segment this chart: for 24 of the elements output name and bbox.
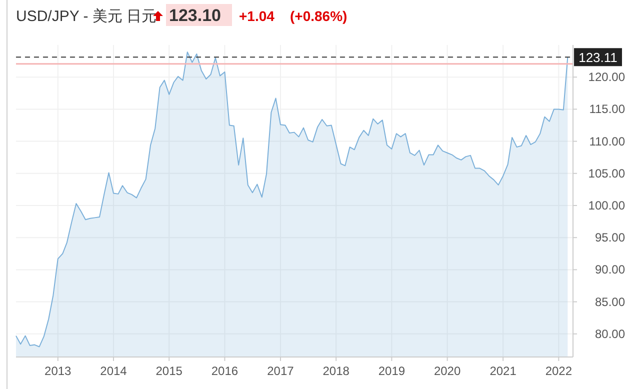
ref-line-label: 123.11 (578, 50, 618, 66)
x-tick-label: 2019 (378, 364, 406, 378)
x-tick-label: 2015 (156, 364, 183, 378)
y-tick-label: 85.00 (594, 294, 626, 309)
text: +1.04 (239, 8, 275, 24)
x-tick-label: 2018 (322, 364, 350, 378)
y-tick-label: 95.00 (594, 230, 626, 245)
y-tick-label: 80.00 (594, 326, 626, 341)
y-tick-label: 100.00 (588, 198, 626, 212)
x-tick-label: 2022 (545, 364, 572, 378)
y-tick-label: 105.00 (588, 166, 626, 180)
x-tick-label: 2017 (267, 364, 294, 378)
y-tick-label: 120.00 (588, 70, 626, 84)
chart-title: USD/JPY - 美元 日元 (16, 8, 157, 25)
y-tick-label: 115.00 (589, 102, 626, 116)
text: (+0.86%) (290, 8, 348, 24)
x-tick-label: 2020 (434, 364, 461, 378)
x-tick-label: 2021 (490, 364, 517, 378)
text: 123.10 (169, 6, 221, 25)
y-tick-label: 110.00 (589, 134, 626, 148)
y-tick-label: 90.00 (594, 262, 626, 277)
x-tick-label: 2014 (100, 364, 128, 378)
x-tick-label: 2016 (211, 364, 238, 378)
x-tick-label: 2013 (44, 364, 72, 378)
